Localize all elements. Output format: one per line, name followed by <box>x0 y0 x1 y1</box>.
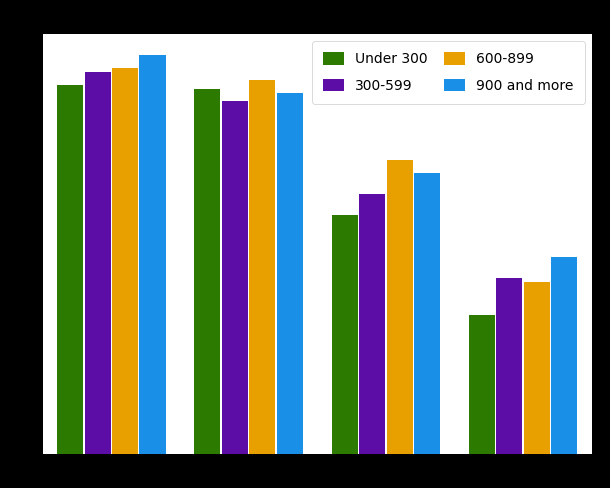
Bar <box>332 215 357 454</box>
Bar <box>359 194 385 454</box>
Bar <box>195 89 220 454</box>
Bar <box>469 315 495 454</box>
Bar <box>222 102 248 454</box>
Bar <box>57 84 83 454</box>
Bar <box>85 72 110 454</box>
Bar <box>551 257 577 454</box>
Bar <box>387 160 412 454</box>
Legend: Under 300, 300-599, 600-899, 900 and more: Under 300, 300-599, 600-899, 900 and mor… <box>312 41 585 104</box>
Bar <box>112 68 138 454</box>
Bar <box>249 81 275 454</box>
Bar <box>497 278 522 454</box>
Bar <box>524 282 550 454</box>
Bar <box>140 55 165 454</box>
Bar <box>277 93 303 454</box>
Bar <box>414 173 440 454</box>
